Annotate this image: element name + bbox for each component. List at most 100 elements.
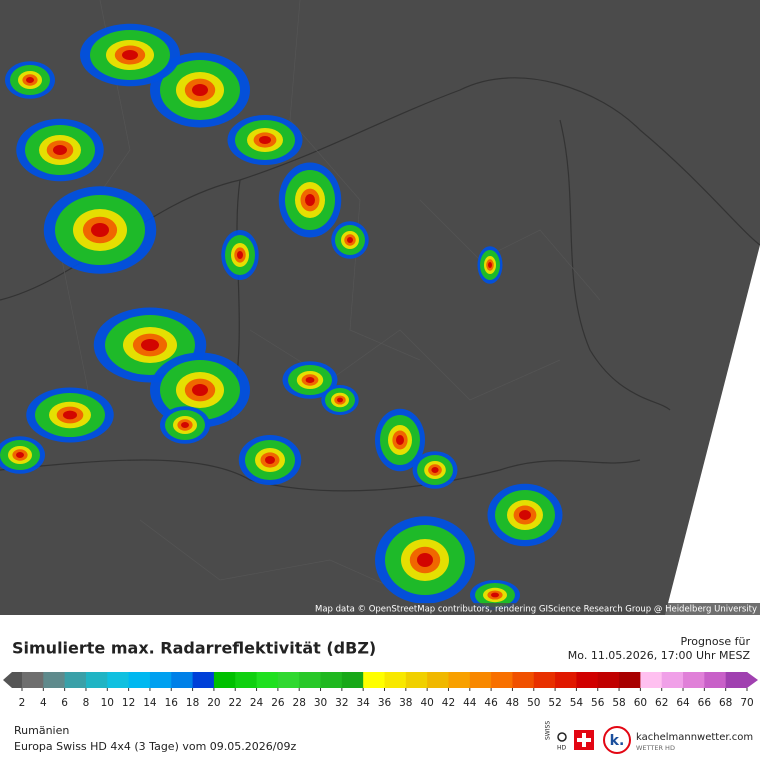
cell xyxy=(488,262,492,268)
cell xyxy=(347,237,353,243)
color-segment xyxy=(192,672,215,688)
model: Europa Swiss HD 4x4 (3 Tage) vom 09.05.2… xyxy=(14,740,296,753)
color-segment xyxy=(405,672,428,688)
color-segment xyxy=(299,672,322,688)
color-segment xyxy=(555,672,577,688)
cell xyxy=(26,77,34,83)
cell xyxy=(53,145,67,155)
site: kachelmannwetter.com xyxy=(636,732,753,743)
tick-label: 16 xyxy=(165,697,179,709)
tick-label: 48 xyxy=(506,697,519,709)
tick-label: 66 xyxy=(698,697,712,709)
tick-label: 24 xyxy=(250,697,264,709)
cell xyxy=(259,136,271,144)
cell xyxy=(305,194,315,206)
brand: WETTER HD xyxy=(636,744,675,752)
tick-label: 22 xyxy=(229,697,242,709)
title: Simulierte max. Radarreflektivität (dBZ) xyxy=(12,639,376,658)
color-segment xyxy=(213,672,236,688)
storm-cells xyxy=(0,23,563,610)
color-segment xyxy=(256,672,279,688)
tick-label: 2 xyxy=(19,697,26,709)
color-segment xyxy=(619,672,641,688)
color-segment xyxy=(149,672,172,688)
color-segment xyxy=(661,672,684,688)
swiss: SWISS xyxy=(545,721,552,740)
tick-label: 32 xyxy=(335,697,348,709)
tick-label: 62 xyxy=(655,697,668,709)
color-segment xyxy=(22,672,44,688)
tick-label: 40 xyxy=(420,697,433,709)
color-segment xyxy=(491,672,513,688)
forecast-label: Prognose für xyxy=(681,635,751,648)
color-segment xyxy=(128,672,151,688)
color-segment xyxy=(277,672,300,688)
tick-label: 36 xyxy=(378,697,392,709)
tick-label: 60 xyxy=(634,697,647,709)
tick-label: 42 xyxy=(442,697,455,709)
tick-label: 54 xyxy=(570,697,584,709)
tick-label: 28 xyxy=(293,697,306,709)
color-segment xyxy=(512,672,535,688)
cell xyxy=(519,510,531,520)
color-segment xyxy=(64,672,87,688)
color-segment xyxy=(43,672,66,688)
tick-label: 68 xyxy=(719,697,732,709)
tick-label: 8 xyxy=(83,697,90,709)
tick-label: 4 xyxy=(40,697,47,709)
cell xyxy=(16,452,24,458)
color-legend: 2 4 6 8 10 12 14 16 18 20 22 24 26 28 30 32 34 36 38 40 42 44… xyxy=(3,672,758,709)
cell xyxy=(431,467,439,473)
color-segment xyxy=(235,672,258,688)
attribution: Map data © OpenStreetMap contributors, r… xyxy=(315,605,757,615)
tick-label: 38 xyxy=(399,697,412,709)
forecast-time: Mo. 11.05.2026, 17:00 Uhr MESZ xyxy=(568,649,751,662)
cell xyxy=(305,377,315,383)
map-edge xyxy=(665,245,760,615)
cell xyxy=(396,435,404,445)
color-segment xyxy=(683,672,705,688)
arrow-left xyxy=(3,672,22,688)
tick-label: 6 xyxy=(61,697,68,709)
swiss-cross xyxy=(577,733,591,747)
cell xyxy=(417,553,433,567)
cell xyxy=(181,422,189,428)
color-segment xyxy=(107,672,130,688)
tick-label: 12 xyxy=(122,697,135,709)
tick-label: 18 xyxy=(186,697,199,709)
tick-label: 44 xyxy=(463,697,477,709)
logo xyxy=(603,726,631,754)
color-segment xyxy=(640,672,663,688)
search-icon xyxy=(557,732,567,742)
tick-label: 52 xyxy=(548,697,561,709)
color-segment xyxy=(704,672,727,688)
cell xyxy=(337,397,343,403)
tick-label: 70 xyxy=(740,697,753,709)
cell xyxy=(192,84,208,96)
tick-label: 58 xyxy=(612,697,625,709)
tick-label: 20 xyxy=(207,697,220,709)
color-segment xyxy=(448,672,471,688)
color-segment xyxy=(85,672,108,688)
color-segment xyxy=(171,672,194,688)
cell xyxy=(122,50,138,60)
cell xyxy=(63,410,77,420)
color-segment xyxy=(363,672,385,688)
color-segment xyxy=(320,672,343,688)
tick-label: 46 xyxy=(484,697,498,709)
map-background xyxy=(0,0,760,615)
color-segment xyxy=(576,672,599,688)
color-segment xyxy=(533,672,556,688)
color-segment xyxy=(469,672,492,688)
map: Map data © OpenStreetMap contributors, r… xyxy=(0,0,760,615)
tick-label: 34 xyxy=(356,697,370,709)
tick-label: 50 xyxy=(527,697,540,709)
tick-label: 26 xyxy=(271,697,285,709)
tick-label: 30 xyxy=(314,697,327,709)
cell xyxy=(91,223,109,237)
region: Rumänien xyxy=(14,724,69,737)
cell xyxy=(265,456,275,464)
arrow-right xyxy=(747,672,758,688)
